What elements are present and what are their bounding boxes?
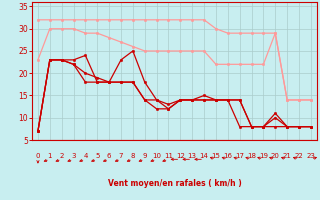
X-axis label: Vent moyen/en rafales ( km/h ): Vent moyen/en rafales ( km/h ): [108, 179, 241, 188]
